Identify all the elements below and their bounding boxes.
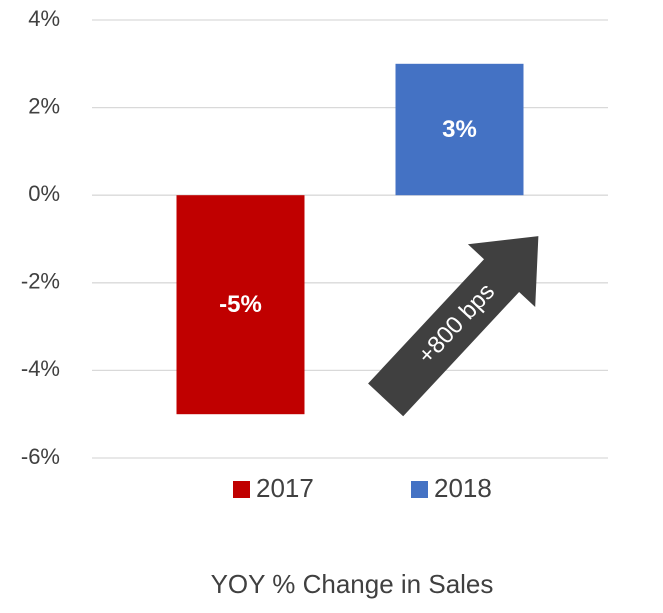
legend-label: 2017 [256, 473, 314, 503]
bar [176, 195, 305, 415]
legend-label: 2018 [434, 473, 492, 503]
y-tick-label: 2% [28, 93, 60, 118]
data-label: 3% [442, 116, 477, 143]
y-tick-label: -2% [21, 269, 60, 294]
y-tick-label: 4% [28, 6, 60, 31]
annotation-arrow: +800 bps [368, 236, 539, 417]
legend-swatch [233, 481, 250, 498]
chart-title: YOY % Change in Sales [211, 569, 494, 599]
arrow-shape [368, 236, 539, 417]
data-label: -5% [219, 291, 262, 318]
bar [395, 63, 524, 196]
legend-swatch [411, 481, 428, 498]
y-tick-label: -6% [21, 444, 60, 469]
y-tick-label: -4% [21, 356, 60, 381]
y-tick-label: 0% [28, 181, 60, 206]
